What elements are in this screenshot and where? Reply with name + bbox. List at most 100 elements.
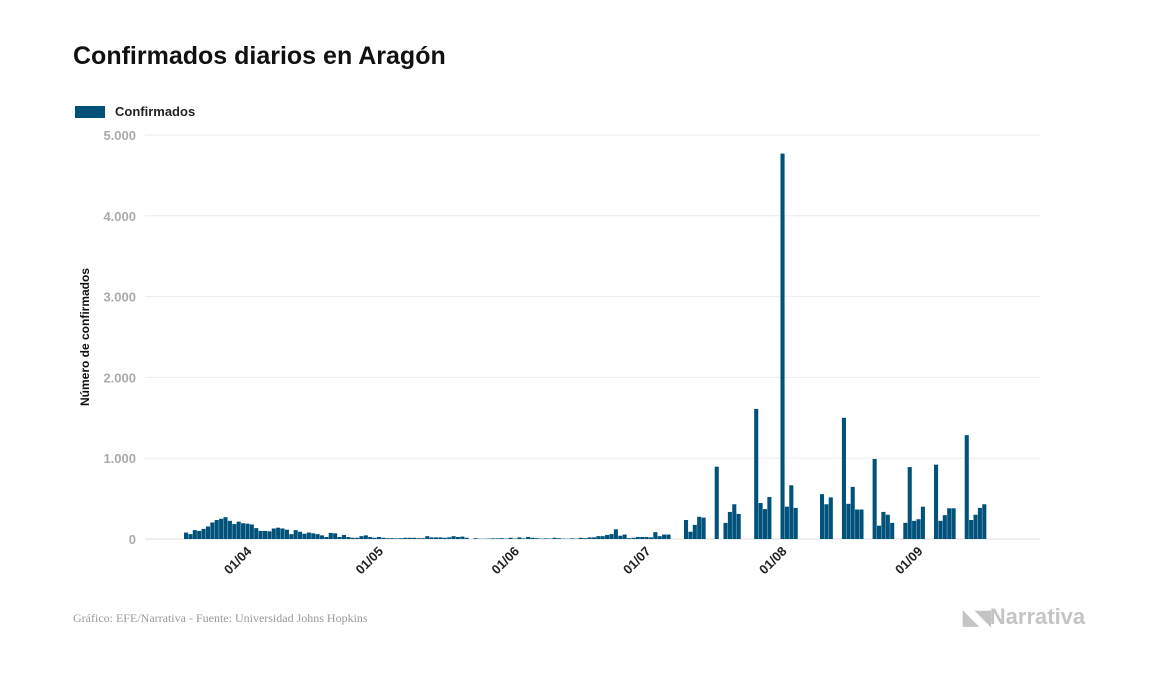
bar <box>210 522 215 539</box>
bar <box>828 497 833 539</box>
legend: Confirmados <box>75 104 195 119</box>
bar <box>964 435 969 539</box>
y-tick-label: 4.000 <box>103 209 136 224</box>
bar <box>328 532 333 539</box>
bar <box>429 537 434 539</box>
x-tick-label: 01/07 <box>620 544 654 578</box>
bar <box>684 520 689 539</box>
bar <box>526 536 531 539</box>
bar <box>376 536 382 539</box>
bar <box>188 534 193 539</box>
bar <box>205 526 211 539</box>
bar <box>824 504 829 539</box>
bar <box>491 538 496 539</box>
bar <box>214 520 219 539</box>
y-tick-label: 3.000 <box>103 290 136 305</box>
bar <box>197 530 202 539</box>
bar <box>951 508 956 539</box>
bar <box>298 531 303 539</box>
bar <box>460 536 465 539</box>
bar <box>521 538 526 539</box>
chart-title: Confirmados diarios en Aragón <box>73 42 446 70</box>
bar <box>912 520 917 539</box>
bar <box>227 520 232 539</box>
bar <box>640 536 645 539</box>
bar <box>723 522 728 539</box>
logo-text: Narrativa <box>989 604 1086 629</box>
bar <box>938 520 943 539</box>
bar <box>254 528 259 539</box>
bar <box>473 538 478 539</box>
bar <box>556 538 561 539</box>
bar <box>841 417 846 539</box>
bar <box>311 533 316 539</box>
bar <box>846 503 851 539</box>
bar <box>920 506 925 539</box>
bar <box>859 509 864 539</box>
x-tick-label: 01/05 <box>352 544 386 578</box>
bar <box>569 538 575 539</box>
bar <box>315 534 320 539</box>
bar <box>350 537 355 539</box>
bar <box>319 535 325 539</box>
bar <box>758 503 763 539</box>
bar <box>258 530 263 539</box>
y-axis-label: Número de confirmados <box>78 268 92 406</box>
bar <box>363 535 368 539</box>
bar <box>499 538 504 539</box>
bar <box>262 530 268 539</box>
bar <box>245 523 250 539</box>
bar <box>635 536 640 539</box>
bar <box>631 537 636 539</box>
bar <box>447 537 452 539</box>
bar <box>591 537 596 539</box>
bar <box>780 153 785 540</box>
bar <box>907 467 912 539</box>
bar <box>324 536 329 539</box>
bar <box>534 538 539 539</box>
bar <box>398 538 403 539</box>
narrativa-logo-icon: ◣◥ <box>963 606 991 629</box>
bar <box>420 538 425 539</box>
bar <box>407 537 412 539</box>
bar <box>890 522 895 539</box>
bar <box>232 524 237 539</box>
bar <box>977 507 982 539</box>
bar <box>688 531 693 539</box>
bar <box>271 528 276 539</box>
bar <box>385 538 390 539</box>
bar <box>600 536 605 539</box>
bar <box>666 534 671 539</box>
bar <box>613 529 618 539</box>
bar <box>267 531 272 539</box>
bar <box>626 538 632 539</box>
bar <box>736 513 741 539</box>
bar <box>552 537 557 539</box>
bar <box>609 534 614 539</box>
bar <box>648 537 654 539</box>
bar <box>934 464 939 539</box>
bar <box>438 537 443 539</box>
bar <box>394 538 399 539</box>
bar <box>201 528 206 539</box>
bar <box>982 504 987 539</box>
bar <box>701 517 706 539</box>
bar <box>425 536 430 539</box>
y-tick-label: 2.000 <box>103 370 136 385</box>
bar <box>451 536 456 539</box>
bar <box>249 524 254 539</box>
bar <box>337 536 342 539</box>
y-tick-label: 5.000 <box>103 128 136 143</box>
x-tick-label: 01/08 <box>756 544 790 578</box>
bar <box>789 485 794 539</box>
x-tick-label: 01/09 <box>892 544 926 578</box>
bar <box>495 538 500 539</box>
bar <box>657 536 662 539</box>
bar <box>403 537 408 539</box>
bar <box>583 538 588 539</box>
bar <box>390 538 395 539</box>
bar <box>223 517 228 539</box>
bar <box>293 530 298 539</box>
bar <box>241 523 246 539</box>
